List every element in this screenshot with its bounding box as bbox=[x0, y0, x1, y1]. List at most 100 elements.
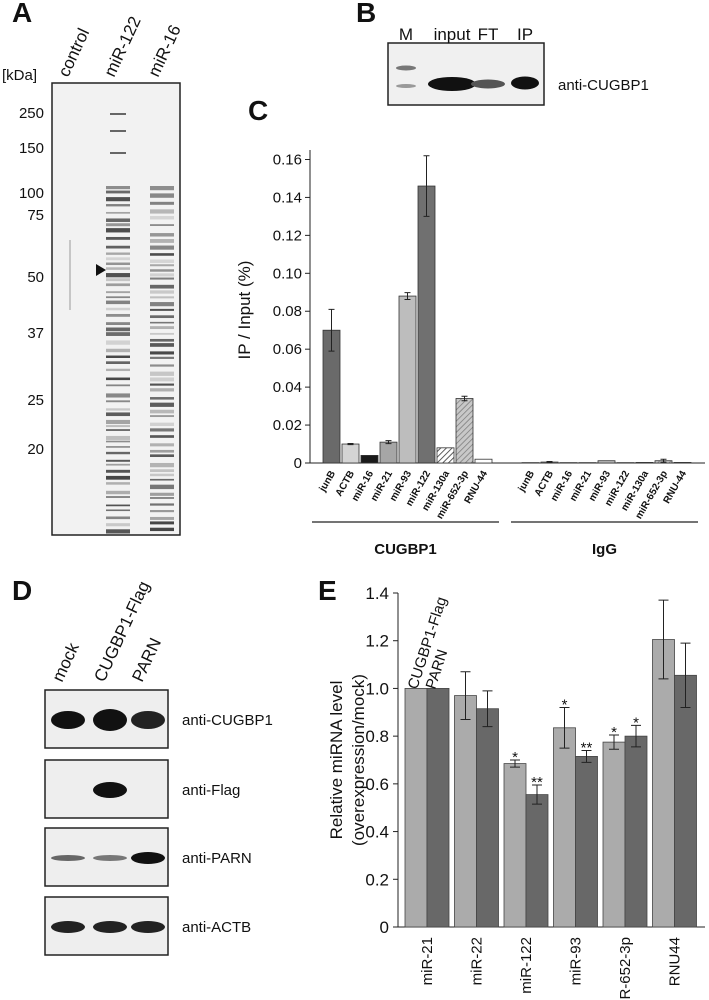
y-tick-label: 0.02 bbox=[273, 417, 302, 434]
gel-band bbox=[150, 383, 174, 386]
gel-band bbox=[150, 343, 174, 347]
marker-label: 250 bbox=[19, 105, 44, 122]
x-tick-label: miR-122 bbox=[518, 937, 535, 994]
gel-band bbox=[106, 496, 130, 498]
gel-band bbox=[150, 422, 174, 426]
y-tick-label: 0 bbox=[380, 918, 389, 937]
gel-band bbox=[106, 412, 130, 417]
x-tick-label: miR-93 bbox=[568, 937, 585, 985]
gel-band bbox=[150, 462, 174, 468]
gel-band bbox=[150, 245, 174, 250]
gel-band bbox=[106, 223, 130, 227]
x-tick-label: RNU44 bbox=[667, 937, 684, 986]
gel-band bbox=[150, 364, 174, 367]
bar bbox=[624, 735, 648, 928]
error-bar bbox=[347, 442, 354, 446]
error-bar bbox=[546, 460, 553, 464]
bar bbox=[635, 462, 654, 464]
gel-band bbox=[150, 216, 174, 220]
lane-label: miR-16 bbox=[144, 22, 184, 80]
panel-label: C bbox=[248, 95, 268, 126]
gel-band bbox=[106, 463, 130, 466]
y-tick-label: 0.04 bbox=[273, 379, 302, 396]
error-bar bbox=[460, 671, 471, 720]
y-tick-label: 0.06 bbox=[273, 341, 302, 358]
gel-band bbox=[150, 290, 174, 294]
gel-band bbox=[150, 510, 174, 513]
bar bbox=[525, 794, 549, 928]
band bbox=[93, 709, 127, 731]
gel-band bbox=[150, 503, 174, 506]
gel-band bbox=[150, 338, 174, 342]
gel-band bbox=[106, 340, 130, 345]
gel-band bbox=[106, 273, 130, 278]
panel-label: A bbox=[12, 0, 32, 28]
panel-label: E bbox=[318, 575, 337, 606]
lane-label: mock bbox=[48, 639, 83, 684]
gel-band bbox=[150, 273, 174, 277]
bar bbox=[602, 741, 626, 928]
band bbox=[131, 711, 165, 729]
gel-band bbox=[150, 308, 174, 311]
gel-band bbox=[106, 267, 130, 270]
gel-band bbox=[106, 435, 130, 440]
gel-band bbox=[106, 529, 130, 534]
gel-band bbox=[106, 469, 130, 473]
bar bbox=[503, 763, 527, 928]
gel-band bbox=[150, 449, 174, 453]
gel-band bbox=[106, 446, 130, 448]
y-tick-label: 0.2 bbox=[365, 870, 389, 889]
gel-band bbox=[150, 454, 174, 458]
bar bbox=[398, 295, 417, 464]
gel-band bbox=[150, 356, 174, 359]
group-label: IgG bbox=[592, 541, 617, 558]
gel-band bbox=[150, 284, 174, 289]
band bbox=[131, 852, 165, 864]
x-tick-label: miR-652-3p bbox=[617, 937, 634, 1000]
gel-band bbox=[106, 327, 130, 332]
gel-band bbox=[150, 478, 174, 481]
gel-band bbox=[150, 377, 174, 382]
bar bbox=[476, 708, 499, 928]
gel-band bbox=[106, 419, 130, 425]
gel-band bbox=[106, 509, 130, 512]
gel-band bbox=[150, 443, 174, 447]
gel-band bbox=[106, 368, 130, 372]
gel-band bbox=[150, 233, 174, 237]
significance: * bbox=[512, 749, 518, 766]
significance: * bbox=[562, 697, 568, 714]
marker-label: 37 bbox=[27, 325, 44, 342]
gel-band bbox=[150, 269, 174, 272]
gel-band bbox=[150, 259, 174, 263]
lane-label: miR-122 bbox=[100, 13, 144, 79]
gel-band bbox=[150, 332, 174, 335]
bar bbox=[652, 639, 675, 928]
gel-band bbox=[150, 402, 174, 407]
gel-band bbox=[106, 278, 130, 282]
gel-band bbox=[106, 425, 130, 428]
gel-band bbox=[110, 113, 126, 115]
band bbox=[428, 77, 476, 91]
gel-band bbox=[150, 224, 174, 226]
gel-band bbox=[106, 429, 130, 431]
gel-band bbox=[150, 239, 174, 243]
group-label: CUGBP1 bbox=[374, 541, 437, 558]
error-bar bbox=[404, 292, 411, 300]
antibody-label: anti-CUGBP1 bbox=[182, 712, 273, 729]
gel-band bbox=[106, 313, 130, 317]
significance: * bbox=[633, 714, 639, 731]
gel-band bbox=[106, 186, 130, 190]
y-tick-label: 0.14 bbox=[273, 189, 302, 206]
gel-band bbox=[106, 262, 130, 266]
gel-band bbox=[106, 307, 130, 311]
gel-band bbox=[150, 193, 174, 198]
gel-band bbox=[106, 355, 130, 358]
gel-band bbox=[106, 516, 130, 520]
error-bar bbox=[532, 784, 542, 805]
y-tick-label: 0 bbox=[294, 455, 302, 472]
gel-band bbox=[150, 397, 174, 400]
gel-band bbox=[150, 388, 174, 392]
y-axis-subtitle: (overexpression/mock) bbox=[349, 674, 368, 846]
band bbox=[511, 76, 539, 90]
gel-band bbox=[106, 204, 130, 207]
